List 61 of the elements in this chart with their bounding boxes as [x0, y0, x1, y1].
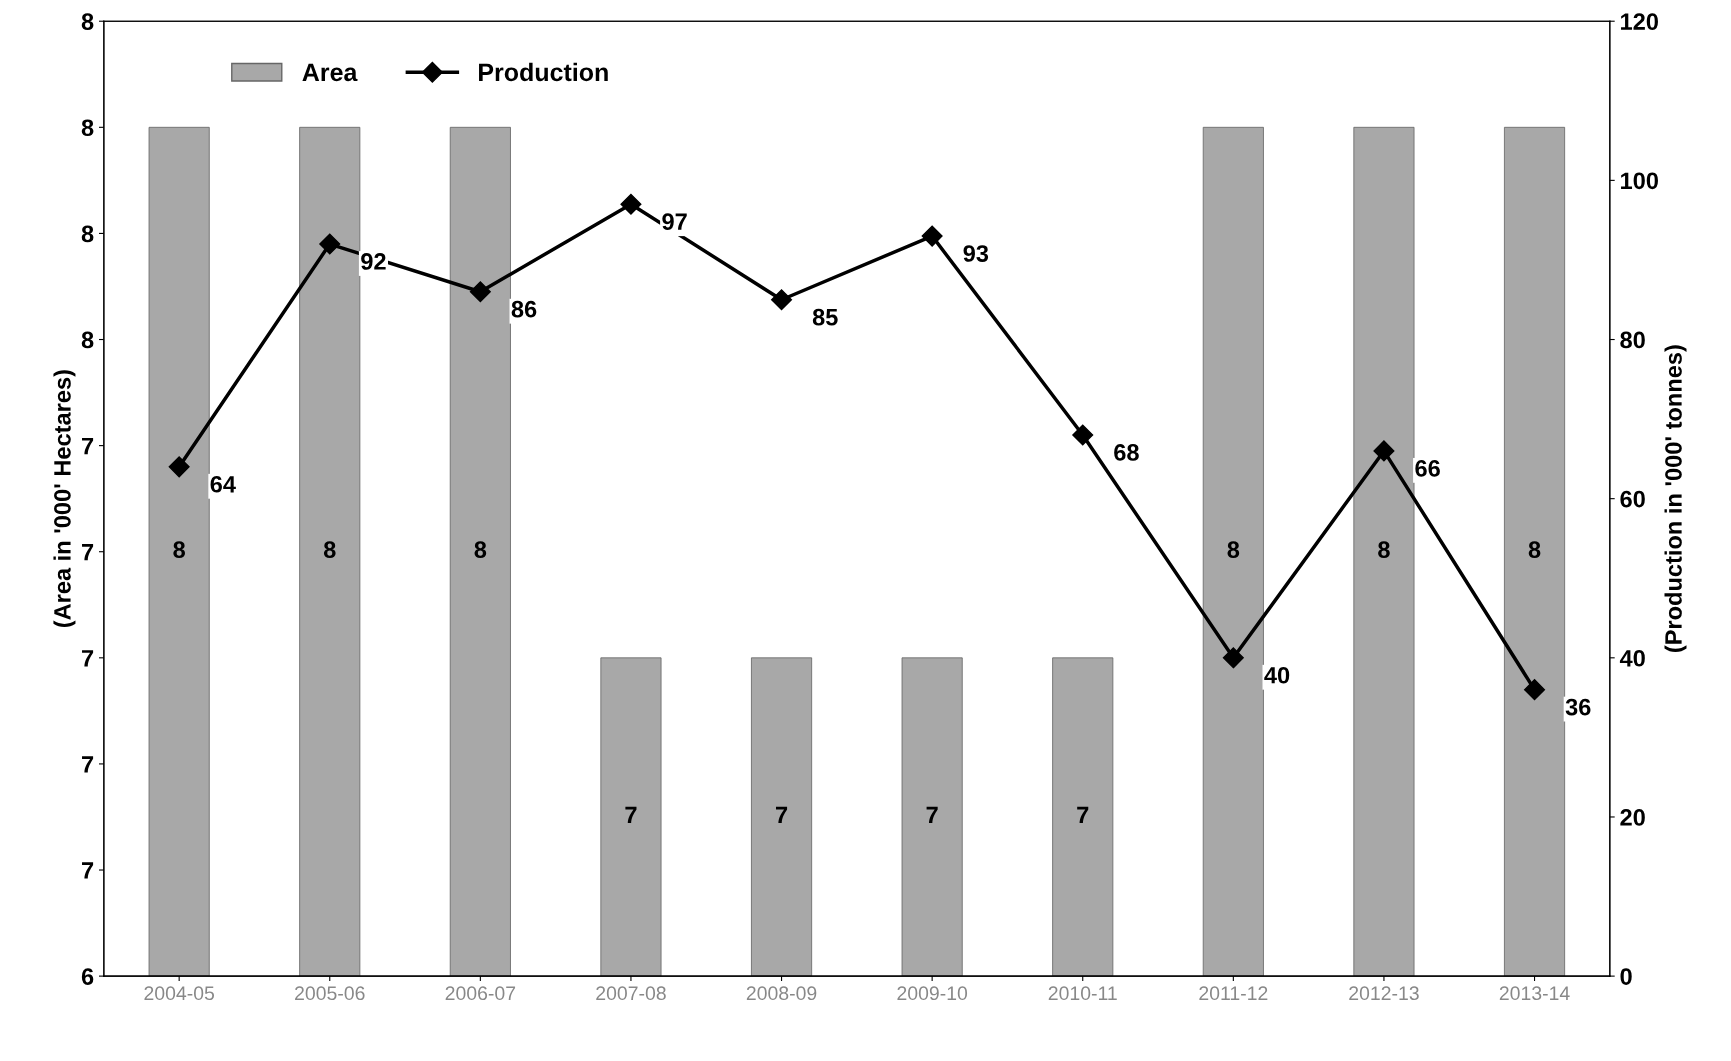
y2-tick-label: 0: [1620, 968, 1632, 985]
y-tick-label: 7: [82, 862, 94, 879]
data-label: 93: [963, 245, 989, 262]
y-tick-label: 7: [82, 650, 94, 667]
data-label: 66: [1415, 459, 1440, 477]
data-label: 92: [361, 253, 386, 270]
data-label: 64: [210, 475, 236, 493]
data-label: 7: [776, 806, 788, 824]
y-axis-title: (Area in '000' Hectares): [53, 370, 76, 628]
x-tick-label: 2012-13: [1349, 986, 1419, 1001]
data-label: 8: [173, 541, 185, 559]
y2-tick-label: 40: [1619, 649, 1645, 667]
y-tick-label: 8: [81, 331, 94, 349]
data-label: 7: [926, 806, 938, 824]
x-tick-label: 2013-14: [1499, 986, 1570, 1001]
y-tick-label: 7: [82, 756, 94, 773]
point: [1373, 440, 1395, 462]
data-label: 8: [323, 541, 336, 559]
point: [1072, 424, 1094, 446]
data-label: 97: [662, 213, 687, 231]
data-label: 8: [1528, 541, 1541, 559]
y-tick-label: 6: [81, 968, 94, 985]
y2-tick-label: 60: [1620, 490, 1645, 508]
y-tick-label: 7: [82, 437, 94, 455]
data-label: 7: [1077, 806, 1089, 824]
data-label: 8: [1227, 541, 1240, 559]
data-label: 8: [1378, 541, 1390, 559]
x-tick-label: 2011-12: [1199, 986, 1268, 1001]
data-label: 8: [474, 541, 487, 559]
point: [1524, 679, 1546, 701]
x-tick-label: 2005-06: [295, 986, 365, 1001]
data-label: 36: [1565, 698, 1591, 716]
point: [620, 193, 642, 215]
y-tick-label: 7: [82, 544, 94, 561]
point: [168, 456, 190, 478]
x-tick-label: 2009-10: [897, 986, 968, 1001]
y2-tick-label: 80: [1620, 331, 1645, 349]
point: [921, 225, 943, 247]
data-label: 68: [1114, 444, 1139, 461]
data-label: 86: [511, 300, 537, 318]
point: [469, 281, 491, 303]
legend-label: Area: [302, 63, 358, 82]
point: [771, 289, 793, 311]
x-tick-label: 2006-07: [445, 986, 516, 1001]
data-label: 85: [812, 308, 838, 326]
y2-tick-label: 20: [1620, 809, 1645, 826]
y2-tick-label: 120: [1621, 13, 1658, 31]
y-tick-label: 8: [81, 119, 94, 137]
x-tick-label: 2010-11: [1048, 986, 1117, 1001]
data-label: 7: [625, 806, 637, 824]
y-tick-label: 8: [81, 225, 94, 243]
x-tick-label: 2004-05: [144, 986, 215, 1001]
legend-label: Production: [479, 62, 608, 82]
y-tick-label: 8: [81, 13, 94, 31]
point: [319, 233, 341, 255]
data-label: 40: [1264, 666, 1290, 684]
y2-axis-title: (Production in '000' tonnes): [1664, 345, 1687, 652]
point: [1222, 647, 1244, 669]
x-tick-label: 2007-08: [596, 986, 666, 1001]
y2-tick-label: 100: [1621, 172, 1658, 190]
x-tick-label: 2008-09: [746, 986, 817, 1001]
